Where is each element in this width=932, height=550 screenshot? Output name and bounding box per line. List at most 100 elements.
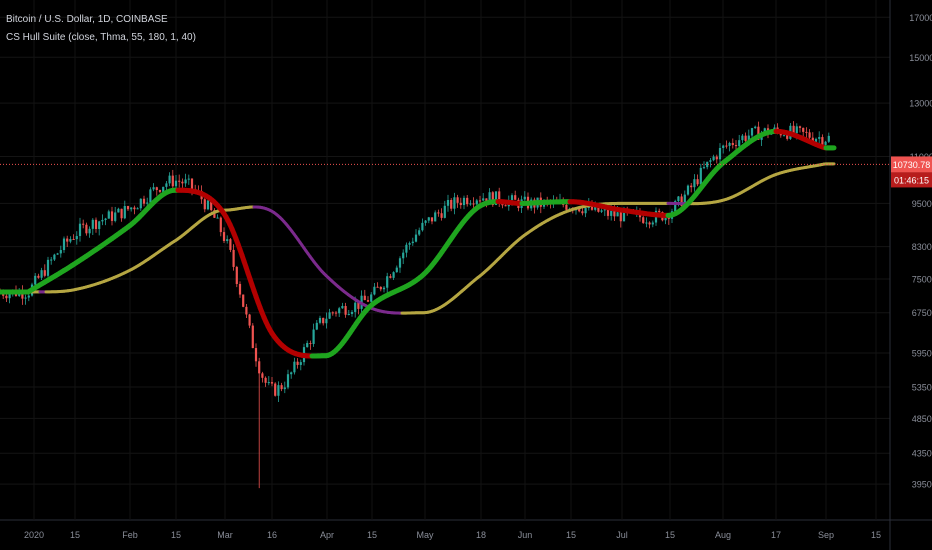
candle-body bbox=[702, 167, 706, 169]
candle-body bbox=[158, 190, 162, 192]
indicator-legend[interactable]: CS Hull Suite (close, Thma, 55, 180, 1, … bbox=[6, 32, 196, 43]
candle-body bbox=[792, 125, 795, 134]
candle-body bbox=[78, 223, 82, 237]
candle-body bbox=[216, 217, 219, 219]
candle-body bbox=[91, 219, 94, 229]
time-tick-label: Feb bbox=[122, 530, 138, 540]
time-tick-label: May bbox=[416, 530, 434, 540]
candle-body bbox=[706, 161, 709, 168]
candle-body bbox=[283, 387, 286, 390]
candle-body bbox=[290, 372, 293, 375]
candle-body bbox=[229, 239, 232, 250]
candle-body bbox=[238, 283, 242, 295]
last-price-badge bbox=[891, 156, 932, 173]
candle-body bbox=[232, 249, 235, 267]
candle-body bbox=[376, 286, 379, 288]
candle-body bbox=[443, 205, 446, 218]
candle-body bbox=[795, 126, 798, 134]
candle-body bbox=[107, 211, 110, 219]
candle-body bbox=[709, 160, 712, 162]
candle-body bbox=[466, 197, 469, 205]
candle-body bbox=[482, 198, 485, 201]
candle-body bbox=[590, 204, 594, 210]
candle-body bbox=[722, 145, 725, 148]
candle-body bbox=[318, 317, 322, 323]
candle-body bbox=[747, 135, 750, 141]
symbol-legend[interactable]: Bitcoin / U.S. Dollar, 1D, COINBASE bbox=[6, 14, 168, 25]
candle-body bbox=[286, 374, 290, 388]
candle-body bbox=[821, 137, 824, 145]
candle-body bbox=[523, 196, 526, 200]
candle-body bbox=[427, 217, 430, 221]
candle-body bbox=[56, 253, 59, 255]
candle-body bbox=[786, 135, 789, 139]
candle-body bbox=[24, 297, 27, 299]
price-tick-label: 7500.00 bbox=[912, 275, 932, 285]
candle-body bbox=[344, 305, 347, 315]
price-tick-label: 4350.00 bbox=[912, 449, 932, 459]
candle-body bbox=[565, 204, 568, 210]
countdown-badge bbox=[891, 172, 932, 188]
candle-body bbox=[37, 275, 40, 278]
candle-body bbox=[421, 222, 424, 231]
candle-body bbox=[405, 244, 408, 253]
candle-body bbox=[59, 250, 62, 254]
time-tick-label: 17 bbox=[771, 530, 781, 540]
candle-body bbox=[69, 238, 72, 242]
price-tick-label: 13000.00 bbox=[909, 99, 932, 109]
candle-body bbox=[450, 199, 453, 209]
candle-body bbox=[386, 276, 389, 288]
candle-body bbox=[715, 156, 718, 160]
candle-body bbox=[34, 275, 37, 285]
candle-body bbox=[254, 348, 258, 362]
candle-body bbox=[338, 308, 341, 314]
candle-body bbox=[190, 178, 194, 189]
candle-body bbox=[178, 180, 181, 182]
price-tick-label: 6750.00 bbox=[912, 308, 932, 318]
candle-body bbox=[741, 135, 744, 141]
candle-body bbox=[82, 223, 85, 225]
candle-body bbox=[808, 132, 811, 138]
candle-body bbox=[754, 126, 757, 129]
candle-body bbox=[610, 210, 613, 216]
candle-body bbox=[213, 210, 216, 218]
candle-body bbox=[322, 317, 325, 324]
time-tick-label: 2020 bbox=[24, 530, 44, 540]
candle-body bbox=[514, 195, 517, 200]
candle-body bbox=[373, 286, 376, 295]
candle-body bbox=[152, 187, 155, 190]
candle-body bbox=[50, 259, 53, 261]
time-axis[interactable]: 2020 15 Feb 15 Mar 16 Apr 15 May 18 Jun 15 Jul 15 Aug 1… bbox=[24, 530, 881, 540]
price-axis[interactable]: 17000.0015000.0013000.0011000.009500.008… bbox=[889, 0, 932, 550]
candle-body bbox=[114, 212, 117, 221]
candle-body bbox=[270, 382, 274, 384]
candle-body bbox=[347, 313, 350, 315]
candle-body bbox=[469, 203, 472, 205]
candle-body bbox=[146, 202, 149, 204]
candle-body bbox=[718, 147, 722, 160]
candle-body bbox=[446, 199, 450, 206]
candle-body bbox=[27, 295, 30, 298]
time-tick-label: 18 bbox=[476, 530, 486, 540]
candle-body bbox=[101, 219, 104, 222]
candle-body bbox=[126, 206, 130, 210]
candle-body bbox=[312, 329, 315, 344]
candle-body bbox=[389, 276, 392, 278]
candle-body bbox=[475, 200, 478, 205]
candle-body bbox=[226, 239, 229, 242]
candle-body bbox=[72, 238, 75, 240]
candle-body bbox=[616, 212, 619, 217]
candle-body bbox=[149, 189, 152, 203]
price-tick-label: 4850.00 bbox=[912, 414, 932, 424]
candle-body bbox=[402, 252, 405, 259]
candle-body bbox=[306, 343, 309, 348]
candle-body bbox=[814, 138, 818, 142]
candle-body bbox=[341, 305, 344, 309]
candle-body bbox=[584, 207, 587, 214]
candle-body bbox=[414, 234, 418, 242]
price-tick-label: 5950.00 bbox=[912, 349, 932, 359]
candle-body bbox=[85, 224, 88, 234]
candle-body bbox=[462, 197, 466, 206]
price-tick-label: 15000.00 bbox=[909, 53, 932, 63]
